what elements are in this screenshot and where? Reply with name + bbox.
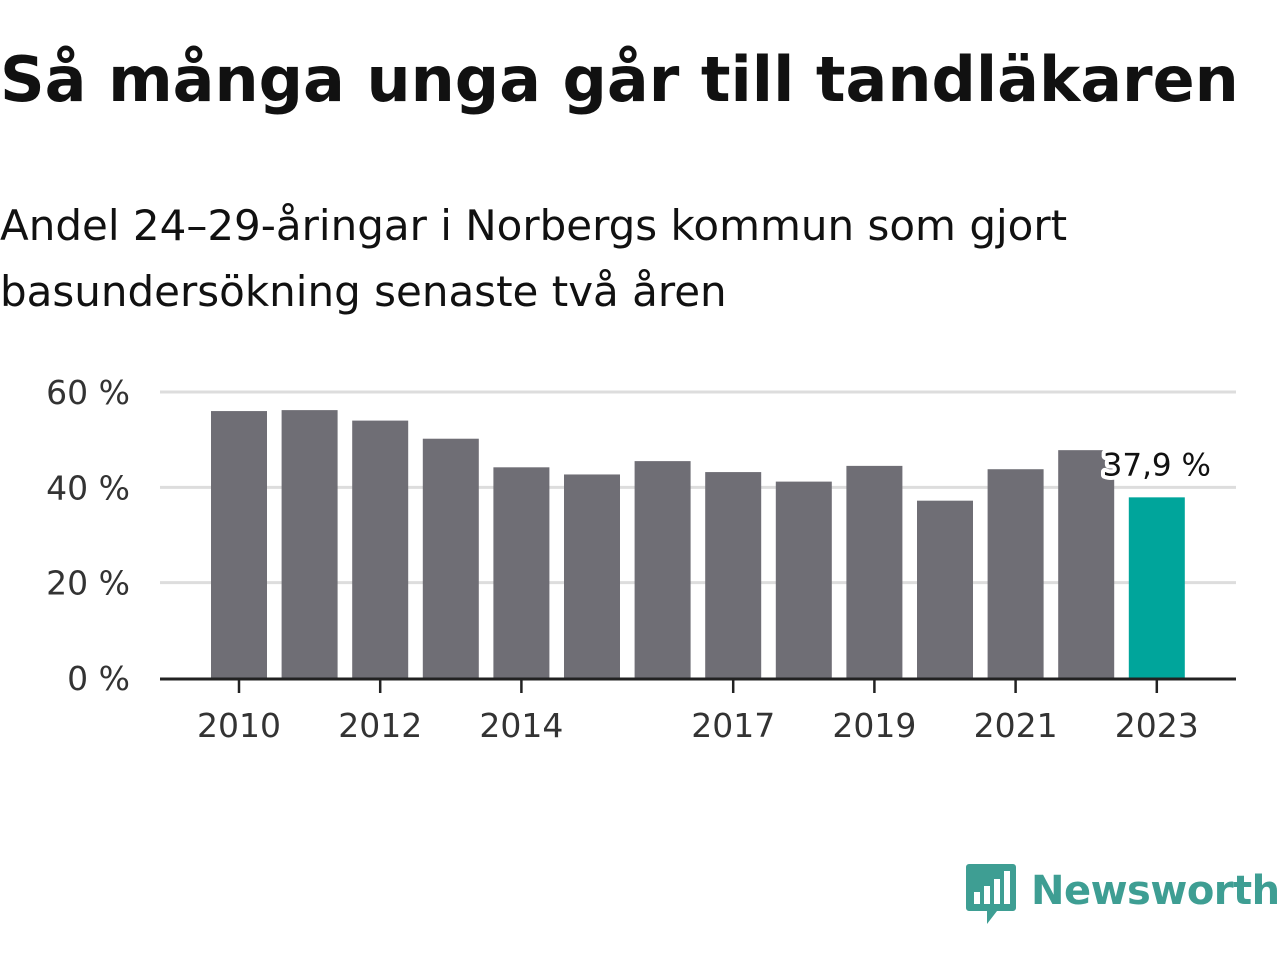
y-tick-label: 0 % <box>67 659 130 698</box>
x-tick-label: 2010 <box>197 706 281 745</box>
bar <box>422 438 479 678</box>
bar <box>211 411 267 678</box>
bar <box>846 465 903 678</box>
y-tick-label: 60 % <box>46 373 130 412</box>
data-label: 37,9 % <box>1103 447 1211 483</box>
bar <box>634 461 691 678</box>
chart-speech-bubble-icon <box>966 864 1016 924</box>
y-tick-label: 20 % <box>46 564 130 603</box>
bar <box>987 469 1044 678</box>
bar <box>493 467 550 678</box>
data-label-halo: 37,9 % <box>1103 447 1211 483</box>
x-tick-label: 2014 <box>479 706 563 745</box>
bar <box>775 481 832 678</box>
bar <box>1058 450 1115 678</box>
newsworthy-logo: Newsworthy <box>965 860 1280 930</box>
bar <box>564 474 620 678</box>
chart-title: Så många unga går till tandläkaren <box>0 43 1239 116</box>
x-tick-label: 2012 <box>338 706 422 745</box>
x-tick-label: 2019 <box>832 706 916 745</box>
chart-subtitle: Andel 24–29-åringar i Norbergs kommun so… <box>0 201 1068 316</box>
bar <box>281 410 338 678</box>
brand-name: Newsworthy <box>1031 868 1280 914</box>
x-tick-label: 2023 <box>1115 706 1199 745</box>
bar <box>1128 497 1185 678</box>
bar <box>352 420 409 678</box>
y-tick-label: 40 % <box>46 468 130 507</box>
chart-svg: 0 % 20 % 40 % 60 % 2010 2012 2014 2017 2019 2021 2… <box>46 373 1236 745</box>
bar-chart: 0 % 20 % 40 % 60 % 2010 2012 2014 2017 2019 2021 2… <box>0 360 1280 780</box>
bar <box>705 472 762 678</box>
bar <box>917 500 973 678</box>
x-tick-label: 2021 <box>974 706 1058 745</box>
x-tick-label: 2017 <box>691 706 775 745</box>
